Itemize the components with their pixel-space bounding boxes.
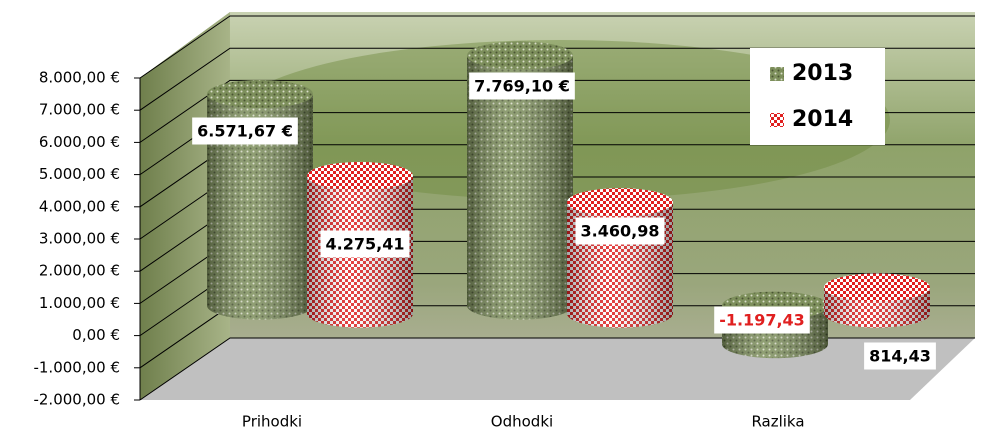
x-tick-label: Razlika: [751, 413, 804, 431]
cylinder-shade: [467, 55, 573, 320]
y-tick-label: 1.000,00 €: [39, 294, 120, 312]
grid-line: [139, 47, 975, 111]
x-tick-label: Prihodki: [242, 413, 302, 431]
cylinder-top: [567, 188, 673, 217]
value-label: 4.275,41: [326, 235, 405, 254]
grid-line: [139, 79, 975, 143]
cylinder-top: [307, 161, 413, 190]
cylinder-shade: [207, 93, 313, 320]
cylinder-top: [467, 41, 573, 70]
value-label: 3.460,98: [581, 222, 660, 241]
value-label: 7.769,10 €: [474, 77, 570, 96]
legend-swatch: [770, 113, 784, 127]
value-label: 814,43: [869, 347, 931, 366]
x-tick-label: Odhodki: [491, 413, 553, 431]
y-tick-label: 3.000,00 €: [39, 230, 120, 248]
y-tick-label: 7.000,00 €: [39, 101, 120, 119]
legend-swatch: [770, 67, 784, 81]
value-label-box: [714, 306, 810, 334]
y-tick-label: 8.000,00 €: [39, 69, 120, 87]
value-label: -1.197,43: [719, 311, 805, 330]
value-label-box: [192, 117, 298, 145]
legend-label: 2013: [792, 61, 853, 86]
y-tick-label: 4.000,00 €: [39, 197, 120, 215]
cylinder-top: [207, 79, 313, 108]
value-label-box: [864, 342, 936, 370]
y-tick-label: 2.000,00 €: [39, 262, 120, 280]
floor: [140, 338, 975, 400]
legend-label: 2014: [792, 107, 853, 132]
y-tick-label: 0,00 €: [72, 326, 120, 344]
grid-line: [139, 15, 975, 79]
value-label-box: [320, 230, 410, 258]
value-label-box: [469, 72, 575, 100]
legend-box: [750, 48, 885, 145]
y-tick-label: 6.000,00 €: [39, 133, 120, 151]
value-label: 6.571,67 €: [197, 122, 293, 141]
y-tick-label: 5.000,00 €: [39, 165, 120, 183]
y-tick-label: -1.000,00 €: [33, 358, 120, 376]
cylinder-top: [824, 273, 930, 302]
value-label-box: [575, 217, 665, 245]
cylinder-shade: [824, 287, 930, 328]
y-tick-label: -2.000,00 €: [33, 391, 120, 409]
